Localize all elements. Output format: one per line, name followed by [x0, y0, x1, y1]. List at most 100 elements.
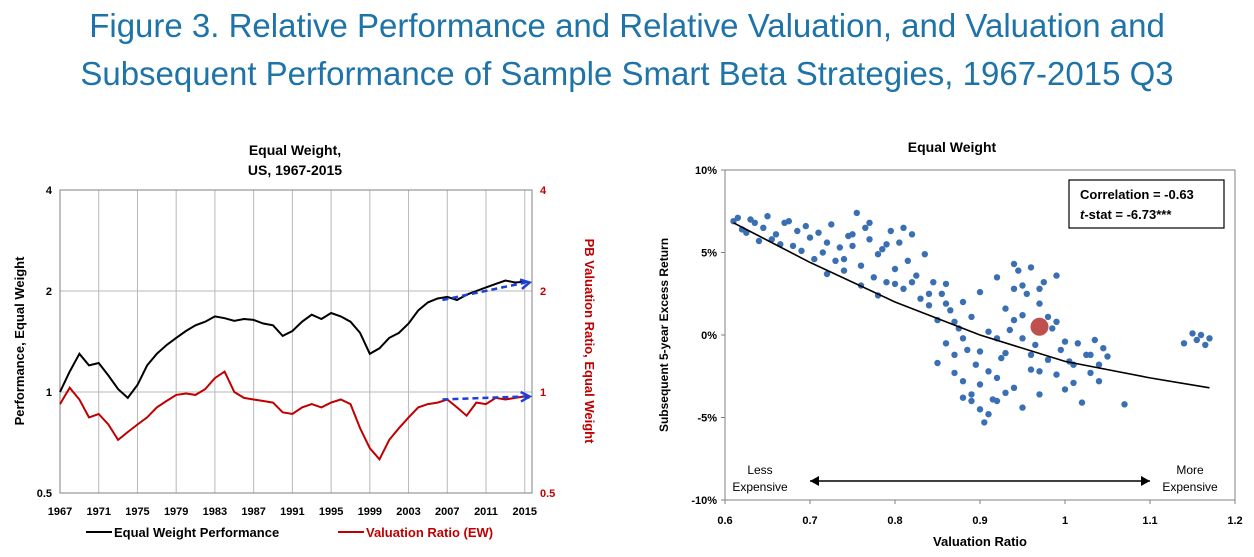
- scatter-point: [1095, 378, 1103, 385]
- right-ytick-label: 4: [540, 185, 547, 197]
- scatter-point: [734, 214, 741, 221]
- scatter-point: [981, 419, 988, 426]
- scatter-point: [1121, 401, 1128, 408]
- scatter-point: [755, 237, 763, 245]
- expense-arrow-left-head: [810, 476, 819, 486]
- scatter-point: [1010, 316, 1018, 324]
- scatter-point: [823, 270, 831, 278]
- scatter-point: [1036, 391, 1043, 398]
- scatter-point: [951, 351, 958, 358]
- left-chart-title-line1: Equal Weight,: [249, 142, 341, 158]
- scatter-point: [891, 280, 899, 288]
- scatter-point: [976, 288, 984, 296]
- scatter-point: [985, 368, 992, 375]
- left-xtick-label: 1971: [86, 506, 110, 518]
- scatter-point: [794, 227, 801, 235]
- left-xtick-label: 1979: [164, 506, 188, 518]
- scatter-point: [798, 247, 805, 254]
- scatter-point: [976, 381, 984, 388]
- scatter-point: [1019, 312, 1026, 319]
- left-grid: [59, 189, 532, 494]
- right-ytick-label: 2: [540, 286, 546, 298]
- left-xtick-label: 1995: [319, 506, 343, 518]
- scatter-point: [1036, 368, 1043, 375]
- scatter-point: [1070, 379, 1077, 387]
- series-performance-line: [59, 279, 530, 400]
- right-ylabel: PB Valuation Ratio, Equal Weight: [582, 239, 597, 445]
- scatter-point: [1074, 340, 1082, 347]
- right-chart-title: Equal Weight: [908, 139, 997, 155]
- scatter-ytick-label: -10%: [691, 495, 717, 507]
- scatter-point: [785, 218, 792, 225]
- scatter-point: [1019, 404, 1026, 411]
- current-valuation-point: [1030, 317, 1049, 336]
- scatter-point: [993, 274, 1001, 281]
- scatter-point: [1057, 346, 1065, 354]
- scatter-point: [951, 318, 958, 325]
- scatter-point: [972, 361, 979, 368]
- scatter-point: [823, 239, 831, 246]
- scatter-point: [1027, 366, 1035, 373]
- scatter-point: [1019, 335, 1026, 342]
- left-ylabel: Performance, Equal Weight: [12, 256, 27, 425]
- less-expensive-line1: Less: [747, 463, 772, 477]
- scatter-point: [1044, 313, 1052, 321]
- scatter-point: [815, 229, 822, 236]
- scatter-xtick-label: 0.8: [887, 515, 902, 527]
- scatter-point: [811, 255, 818, 263]
- left-xtick-label: 1987: [241, 506, 265, 518]
- scatter-point: [866, 219, 873, 226]
- left-chart: Equal Weight, US, 1967-2015 0.5 0.5 1 1 2 2 4 4…: [12, 142, 597, 540]
- left-xtick-label: 1967: [48, 506, 72, 518]
- regression-fit-line: [733, 222, 1210, 389]
- scatter-point: [1027, 264, 1035, 271]
- scatter-point: [985, 328, 992, 335]
- scatter-point: [1032, 341, 1039, 349]
- scatter-point: [1036, 285, 1043, 292]
- scatter-xtick-label: 0.6: [717, 515, 732, 527]
- scatter-point: [947, 307, 954, 314]
- scatter-point: [1197, 331, 1205, 339]
- stats-tstat-t: t: [1080, 207, 1085, 222]
- scatter-point: [1049, 325, 1056, 332]
- scatter-point: [934, 359, 941, 367]
- trend-arrow-line: [442, 281, 526, 302]
- scatter-point: [951, 369, 958, 377]
- scatter-point: [917, 295, 924, 302]
- trend-arrows: [442, 278, 533, 403]
- scatter-point: [1087, 369, 1094, 377]
- scatter-point: [1053, 272, 1060, 279]
- left-chart-title-line2: US, 1967-2015: [248, 162, 342, 178]
- scatter-point: [887, 227, 894, 235]
- scatter-point: [1036, 300, 1043, 307]
- scatter-point: [925, 302, 933, 309]
- stats-tstat-rest: -stat = -6.73***: [1084, 207, 1172, 222]
- scatter-point: [913, 272, 920, 279]
- scatter-point: [840, 267, 848, 274]
- scatter-point: [942, 340, 950, 347]
- scatter-point: [1010, 384, 1018, 391]
- scatter-point: [840, 255, 848, 263]
- scatter-point: [900, 224, 907, 231]
- stats-box: [1068, 179, 1225, 229]
- left-xtick-label: 2003: [396, 506, 420, 518]
- scatter-point: [883, 241, 890, 248]
- scatter-point: [819, 249, 826, 256]
- scatter-point: [866, 236, 873, 243]
- scatter-point: [853, 209, 860, 217]
- left-yticks: 0.5 0.5 1 1 2 2 4 4: [37, 185, 556, 500]
- scatter-point: [1023, 290, 1030, 297]
- scatter-point: [849, 242, 856, 250]
- scatter-ytick-label: 0%: [701, 330, 717, 342]
- scatter-point: [964, 346, 971, 354]
- scatter-point: [896, 239, 903, 246]
- more-expensive-line1: More: [1176, 463, 1204, 477]
- scatter-point: [760, 224, 767, 231]
- scatter-point: [968, 391, 975, 398]
- scatter-point: [968, 313, 975, 321]
- scatter-point: [1202, 341, 1209, 349]
- trend-arrow-head: [519, 278, 533, 290]
- figure-title-line1: Figure 3. Relative Performance and Relat…: [89, 7, 1165, 44]
- right-ytick-label: 1: [540, 387, 546, 399]
- right-ytick-label: 0.5: [540, 488, 555, 500]
